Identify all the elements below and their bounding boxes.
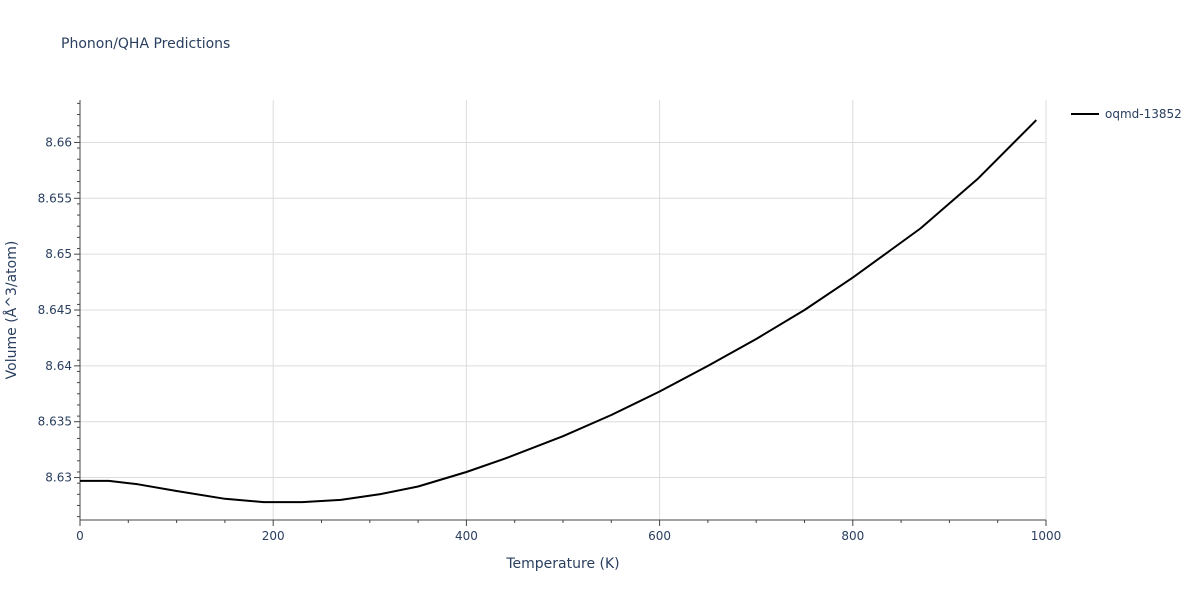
grid-lines bbox=[80, 100, 1047, 520]
chart-title: Phonon/QHA Predictions bbox=[61, 36, 231, 52]
x-tick-label: 200 bbox=[262, 529, 285, 543]
y-tick-label: 8.65 bbox=[45, 247, 72, 261]
series-group bbox=[80, 119, 1038, 504]
y-tick-label: 8.655 bbox=[38, 191, 72, 205]
y-axis-title: Volume (Å^3/atom) bbox=[3, 241, 20, 380]
legend-label[interactable]: oqmd-13852 bbox=[1105, 107, 1182, 121]
legend[interactable]: oqmd-13852 bbox=[1071, 107, 1182, 121]
y-tick-label: 8.66 bbox=[45, 135, 72, 149]
x-tick-label: 0 bbox=[76, 529, 84, 543]
x-tick-label: 600 bbox=[648, 529, 671, 543]
series-line-0 bbox=[80, 119, 1038, 504]
tick-marks: 0 200 400 600 800 1000 8.63 8.635 8.64 8.645 8.65 8… bbox=[38, 102, 1062, 543]
y-tick-label: 8.645 bbox=[38, 303, 72, 317]
x-axis-title: Temperature (K) bbox=[505, 556, 619, 572]
x-tick-label: 400 bbox=[455, 529, 478, 543]
x-tick-label: 800 bbox=[841, 529, 864, 543]
y-tick-label: 8.64 bbox=[45, 359, 72, 373]
y-tick-label: 8.63 bbox=[45, 471, 72, 485]
x-tick-label: 1000 bbox=[1031, 529, 1062, 543]
y-tick-label: 8.635 bbox=[38, 415, 72, 429]
